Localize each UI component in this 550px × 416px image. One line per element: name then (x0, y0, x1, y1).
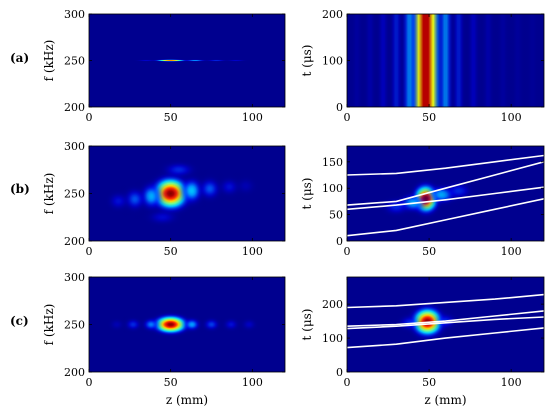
x-tick-label: 50 (164, 111, 178, 124)
stripe-6 (463, 14, 484, 107)
x-axis-label: z (mm) (166, 393, 208, 407)
x-tick-label: 100 (242, 245, 263, 258)
y-tick-label: 0 (336, 366, 343, 379)
blob-7 (226, 168, 266, 203)
y-tick-label: 150 (322, 156, 343, 169)
y-tick-label: 200 (322, 298, 343, 311)
y-tick-label: 250 (64, 319, 85, 332)
x-tick-label: 0 (344, 111, 351, 124)
x-tick-label: 0 (344, 245, 351, 258)
heatmap-layer (126, 59, 256, 62)
row-label: (c) (10, 314, 29, 328)
panel-a-right: 0 50 100 0 100 200 t (μs) (300, 8, 545, 124)
curve-1 (347, 161, 544, 206)
heatmap-layer (347, 154, 544, 237)
x-tick-label: 50 (164, 245, 178, 258)
y-tick-label: 300 (64, 271, 85, 284)
x-tick-label: 50 (422, 245, 436, 258)
curve-2 (347, 316, 544, 330)
x-axis-label: z (mm) (424, 393, 466, 407)
curve-2 (347, 186, 544, 211)
y-tick-label: 200 (322, 8, 343, 21)
row-label: (a) (10, 51, 29, 65)
panel-a-left: 0 50 100 200 250 300 f (kHz) (42, 8, 286, 124)
y-tick-label: 200 (64, 101, 85, 114)
y-axis-label: t (μs) (300, 309, 314, 341)
x-tick-label: 100 (501, 245, 522, 258)
panel-b-right: 0 50 100 0 50 100 150 t (μs) (300, 145, 545, 258)
y-tick-label: 200 (64, 235, 85, 248)
y-tick-label: 250 (64, 55, 85, 68)
heatmap-layer (347, 14, 543, 107)
x-tick-label: 50 (164, 376, 178, 389)
y-tick-label: 300 (64, 140, 85, 153)
curve-3 (347, 327, 544, 349)
blob-7 (102, 313, 132, 336)
y-tick-label: 300 (64, 8, 85, 21)
blob-3 (216, 59, 256, 62)
x-tick-label: 100 (242, 111, 263, 124)
heatmap-layer (102, 310, 264, 339)
y-tick-label: 100 (322, 182, 343, 195)
y-axis-label: t (μs) (300, 178, 314, 210)
stripe-9 (347, 14, 367, 107)
y-tick-label: 250 (64, 188, 85, 201)
x-tick-label: 0 (86, 245, 93, 258)
x-tick-label: 50 (422, 111, 436, 124)
y-tick-label: 100 (322, 332, 343, 345)
heatmap-layer (347, 293, 544, 349)
y-tick-label: 50 (329, 209, 343, 222)
panel-c-left: 0 50 100 200 250 300 f (kHz) z (mm) (42, 271, 286, 407)
curve-3 (347, 198, 544, 237)
y-tick-label: 0 (336, 101, 343, 114)
curve-1 (347, 310, 544, 327)
y-tick-label: 0 (336, 235, 343, 248)
x-tick-label: 50 (422, 376, 436, 389)
blob-4 (434, 175, 484, 207)
y-axis-label: f (kHz) (42, 40, 56, 82)
y-axis-label: t (μs) (300, 45, 314, 77)
axes-frame (346, 276, 545, 373)
panel-c-right: 0 50 100 0 100 200 t (μs) z (mm) (300, 276, 545, 407)
panel-b-left: 0 50 100 200 250 300 f (kHz) (42, 140, 286, 258)
y-tick-label: 200 (64, 366, 85, 379)
x-tick-label: 100 (501, 111, 522, 124)
y-tick-label: 100 (322, 55, 343, 68)
curve-0 (347, 154, 544, 176)
x-tick-label: 100 (501, 376, 522, 389)
heatmap-layer (98, 155, 266, 232)
row-label: (b) (10, 182, 30, 196)
y-axis-label: f (kHz) (42, 304, 56, 346)
x-tick-label: 100 (242, 376, 263, 389)
x-tick-label: 0 (86, 111, 93, 124)
blob-4 (126, 59, 166, 62)
x-tick-label: 0 (344, 376, 351, 389)
blob-9 (133, 203, 192, 232)
x-tick-label: 0 (86, 376, 93, 389)
curve-0 (347, 293, 544, 309)
blob-6 (234, 313, 264, 336)
blob-5 (98, 184, 138, 219)
y-axis-label: f (kHz) (42, 173, 56, 215)
blob-8 (149, 155, 209, 184)
axes-frame (346, 145, 545, 242)
stripe-12 (522, 14, 543, 107)
